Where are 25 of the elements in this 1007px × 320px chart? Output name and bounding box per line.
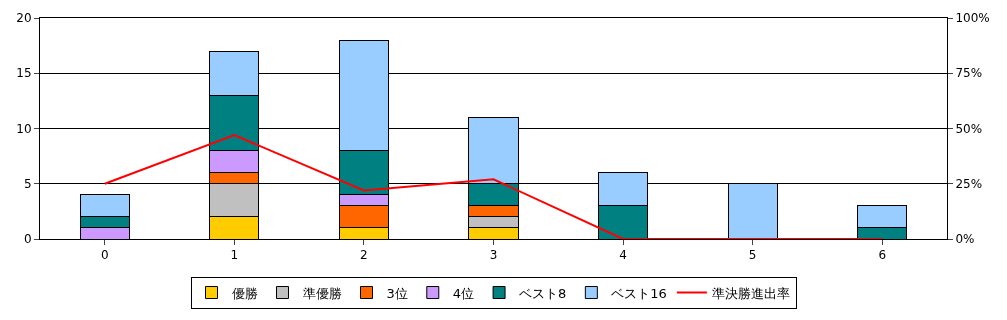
y2-tick-label: 100% [955, 11, 990, 26]
legend-label: 優勝 [231, 285, 258, 301]
y-tick-label: 20 [16, 11, 32, 26]
legend-label: 準決勝進出率 [711, 285, 790, 301]
x-tick-label: 5 [748, 248, 757, 263]
y2-tick-label: 0% [955, 232, 975, 247]
x-tick-label: 2 [360, 248, 368, 263]
legend-label: ベスト16 [611, 285, 667, 301]
y-tick-label: 0 [23, 232, 32, 247]
legend-label: 3位 [386, 285, 408, 301]
y-tick-label: 10 [16, 121, 32, 136]
y2-tick-label: 25% [955, 176, 983, 191]
y-tick-label: 5 [23, 176, 32, 191]
legend-label: 準優勝 [302, 285, 342, 301]
legend-label: ベスト8 [519, 285, 567, 301]
y2-tick-label: 50% [955, 121, 983, 136]
y2-tick-label: 75% [955, 66, 983, 81]
x-tick-label: 3 [489, 248, 498, 263]
x-tick-label: 1 [230, 248, 239, 263]
y-tick-label: 15 [16, 66, 32, 81]
x-tick-label: 6 [878, 248, 887, 263]
x-tick-label: 4 [619, 248, 627, 263]
x-tick-label: 0 [100, 248, 109, 263]
legend-label: 4位 [452, 285, 475, 301]
line-series [103, 134, 884, 239]
